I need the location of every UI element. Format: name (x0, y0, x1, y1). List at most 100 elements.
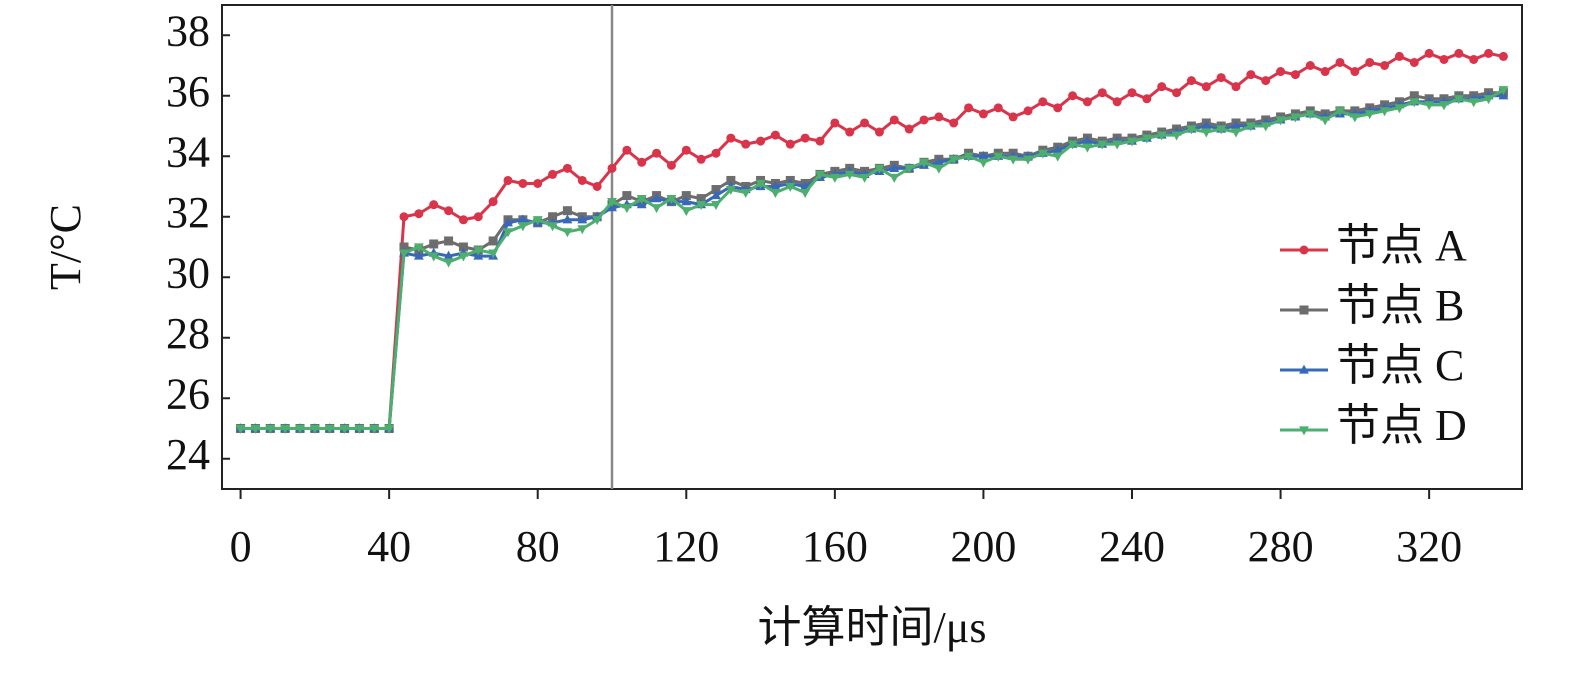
data-point (934, 112, 944, 122)
data-point (458, 215, 468, 225)
data-point (384, 424, 395, 434)
data-point (1424, 48, 1434, 58)
data-point (1172, 88, 1182, 98)
data-point (1261, 76, 1271, 86)
data-point (993, 152, 1004, 162)
data-point (1082, 97, 1092, 107)
data-point (562, 163, 572, 173)
data-point (607, 198, 617, 208)
data-point (1364, 110, 1375, 120)
data-point (1068, 91, 1078, 101)
data-point (1245, 122, 1256, 132)
data-point (1112, 97, 1122, 107)
data-point (1112, 140, 1123, 150)
data-point (413, 243, 424, 253)
data-point (1320, 67, 1330, 77)
y-tick-label: 38 (166, 6, 210, 55)
data-point (1335, 57, 1345, 67)
data-point (1409, 91, 1419, 101)
data-point (280, 424, 291, 434)
data-point (815, 170, 825, 180)
data-point (562, 214, 573, 224)
data-point (904, 164, 915, 174)
data-point (711, 190, 721, 200)
data-point (235, 424, 246, 434)
data-point (592, 182, 602, 191)
data-point (533, 178, 543, 188)
data-point (978, 158, 989, 168)
data-point (1142, 94, 1152, 104)
data-point (1394, 51, 1404, 61)
x-tick-label: 280 (1248, 522, 1314, 571)
data-point (859, 173, 870, 183)
data-point (622, 191, 632, 201)
data-point (488, 197, 498, 207)
data-point (1038, 97, 1048, 107)
legend-label: 节点 B (1336, 281, 1464, 330)
data-point (339, 424, 350, 434)
data-point (1483, 95, 1494, 105)
data-point (399, 242, 409, 252)
data-point (548, 212, 558, 222)
data-point (874, 164, 885, 174)
data-point (354, 424, 365, 434)
data-point (1305, 110, 1316, 120)
data-point (532, 216, 543, 226)
data-point (964, 103, 974, 113)
y-tick-label: 34 (166, 127, 210, 176)
x-tick-label: 240 (1099, 522, 1165, 571)
data-point (1380, 61, 1390, 70)
data-point (414, 209, 424, 219)
data-point (681, 191, 691, 201)
data-point (444, 206, 454, 216)
data-point (1409, 57, 1419, 67)
data-point (517, 222, 528, 232)
data-point (518, 178, 528, 188)
data-point (1379, 107, 1390, 117)
data-point (919, 115, 929, 125)
data-point (711, 201, 721, 211)
y-tick-label: 26 (166, 369, 210, 418)
data-point (1276, 67, 1286, 77)
data-point (250, 424, 261, 434)
data-point (1141, 134, 1152, 144)
data-point (830, 118, 840, 128)
data-point (1082, 143, 1093, 153)
data-point (681, 196, 692, 206)
data-point (562, 228, 573, 238)
y-tick-label: 28 (166, 309, 210, 358)
data-point (503, 228, 513, 238)
data-point (1349, 113, 1360, 123)
x-tick-label: 320 (1396, 522, 1462, 571)
data-point (1335, 107, 1345, 117)
data-point (770, 130, 780, 140)
data-point (933, 164, 944, 174)
data-point (607, 163, 617, 173)
data-point (1409, 98, 1420, 108)
legend-label: 节点 D (1336, 401, 1467, 450)
data-point (860, 118, 870, 128)
data-point (1127, 137, 1137, 147)
data-point (1067, 140, 1078, 150)
data-point (696, 154, 706, 164)
data-point (874, 127, 884, 137)
plot-frame (221, 4, 1523, 490)
data-point (1484, 48, 1494, 58)
data-point (978, 109, 988, 119)
data-point (726, 133, 736, 143)
data-point (681, 145, 691, 155)
data-point (666, 195, 677, 204)
data-point (711, 148, 721, 158)
data-point (577, 214, 588, 224)
series-line (240, 91, 1504, 430)
y-axis-label: T/°C (41, 204, 90, 290)
data-point (592, 216, 603, 226)
data-point (949, 118, 959, 128)
data-point (1052, 152, 1063, 162)
data-point (473, 212, 483, 222)
data-point (1454, 48, 1464, 58)
data-point (1097, 88, 1107, 98)
data-point (1023, 155, 1033, 165)
data-point (725, 185, 736, 195)
y-tick-label: 32 (166, 188, 210, 237)
